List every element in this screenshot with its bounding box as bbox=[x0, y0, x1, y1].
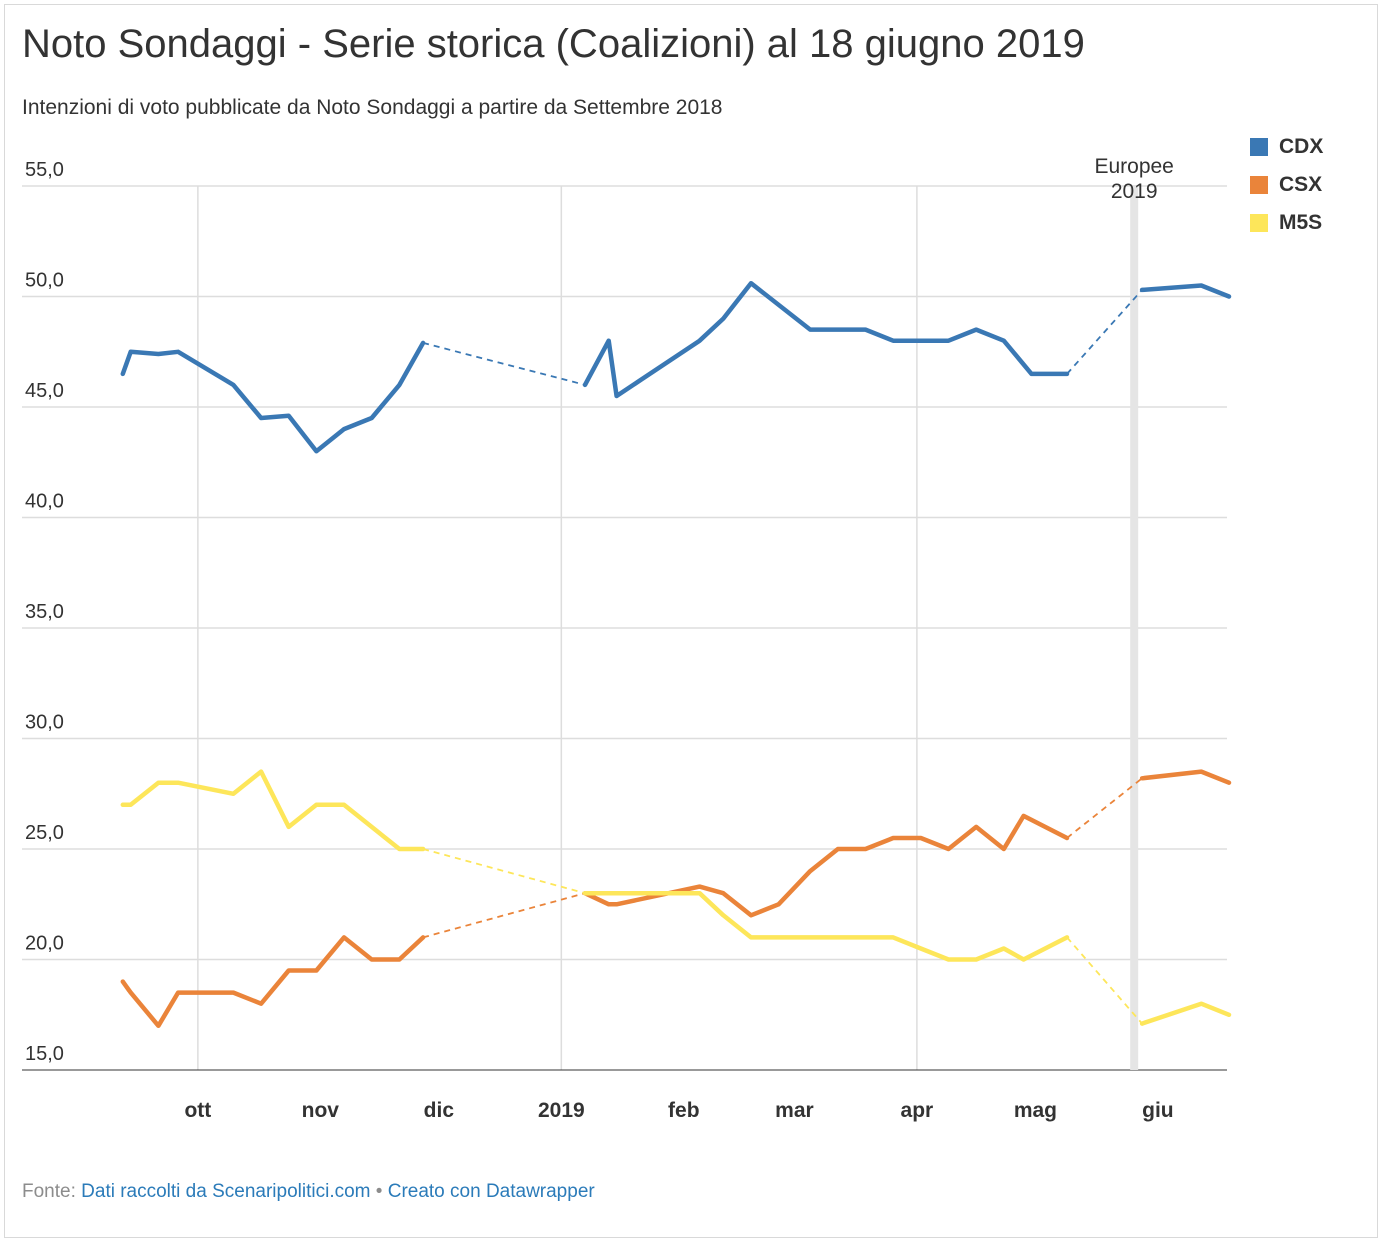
series-gap-csx bbox=[422, 892, 586, 939]
source-link[interactable]: Dati raccolti da Scenaripolitici.com bbox=[81, 1181, 371, 1202]
series-line-m5s bbox=[582, 890, 1070, 962]
x-tick-label: mar bbox=[775, 1099, 814, 1122]
x-tick-label: apr bbox=[901, 1099, 934, 1122]
series-gap-m5s bbox=[422, 848, 586, 895]
series-line-m5s bbox=[1139, 1001, 1232, 1026]
y-tick-label: 30,0 bbox=[25, 712, 64, 734]
series-line-cdx bbox=[120, 340, 426, 454]
y-tick-label: 25,0 bbox=[25, 822, 64, 844]
made-with-link[interactable]: Creato con Datawrapper bbox=[387, 1181, 595, 1202]
annotation-label: Europee bbox=[1094, 155, 1173, 178]
series-line-csx bbox=[582, 813, 1070, 918]
legend-item-csx: CSX bbox=[1250, 166, 1323, 204]
election-band bbox=[1130, 186, 1139, 1070]
series-line-csx bbox=[1139, 769, 1232, 785]
x-tick-label: giu bbox=[1142, 1099, 1174, 1122]
x-tick-label: feb bbox=[668, 1099, 700, 1122]
legend-swatch-csx bbox=[1250, 176, 1268, 194]
chart-title: Noto Sondaggi - Serie storica (Coalizion… bbox=[22, 22, 1085, 66]
x-tick-label: dic bbox=[424, 1099, 455, 1122]
legend-label-csx: CSX bbox=[1279, 173, 1323, 196]
series-line-csx bbox=[120, 935, 426, 1029]
series-gap-cdx bbox=[1066, 289, 1143, 375]
x-tick-label: 2019 bbox=[538, 1099, 585, 1122]
y-tick-label: 35,0 bbox=[25, 601, 64, 623]
x-tick-label: mag bbox=[1014, 1099, 1057, 1122]
y-tick-label: 50,0 bbox=[25, 270, 64, 292]
legend-label-cdx: CDX bbox=[1279, 135, 1324, 158]
series-gap-cdx bbox=[422, 342, 586, 386]
series-gap-m5s bbox=[1066, 936, 1143, 1025]
y-tick-label: 40,0 bbox=[25, 491, 64, 513]
chart-frame bbox=[4, 4, 1378, 1238]
legend-swatch-m5s bbox=[1250, 214, 1268, 232]
x-tick-label: ott bbox=[184, 1099, 211, 1122]
y-tick-label: 20,0 bbox=[25, 933, 64, 955]
footer: Fonte: Dati raccolti da Scenaripolitici.… bbox=[22, 1181, 595, 1203]
legend-swatch-cdx bbox=[1250, 138, 1268, 156]
y-tick-label: 55,0 bbox=[25, 159, 64, 181]
legend-item-m5s: M5S bbox=[1250, 204, 1323, 242]
legend-label-m5s: M5S bbox=[1279, 211, 1323, 234]
y-tick-label: 45,0 bbox=[25, 380, 64, 402]
source-prefix: Fonte: bbox=[22, 1181, 76, 1202]
legend-item-cdx: CDX bbox=[1250, 128, 1323, 166]
series-line-m5s bbox=[120, 769, 426, 852]
annotation-label: 2019 bbox=[1111, 180, 1158, 203]
series-line-cdx bbox=[582, 280, 1070, 399]
x-tick-label: nov bbox=[302, 1099, 340, 1122]
y-tick-label: 15,0 bbox=[25, 1043, 64, 1065]
series-line-cdx bbox=[1139, 283, 1232, 299]
footer-separator: • bbox=[375, 1181, 383, 1202]
chart-subtitle: Intenzioni di voto pubblicate da Noto So… bbox=[22, 96, 723, 119]
series-gap-csx bbox=[1066, 777, 1143, 839]
legend: CDX CSX M5S bbox=[1250, 128, 1323, 242]
